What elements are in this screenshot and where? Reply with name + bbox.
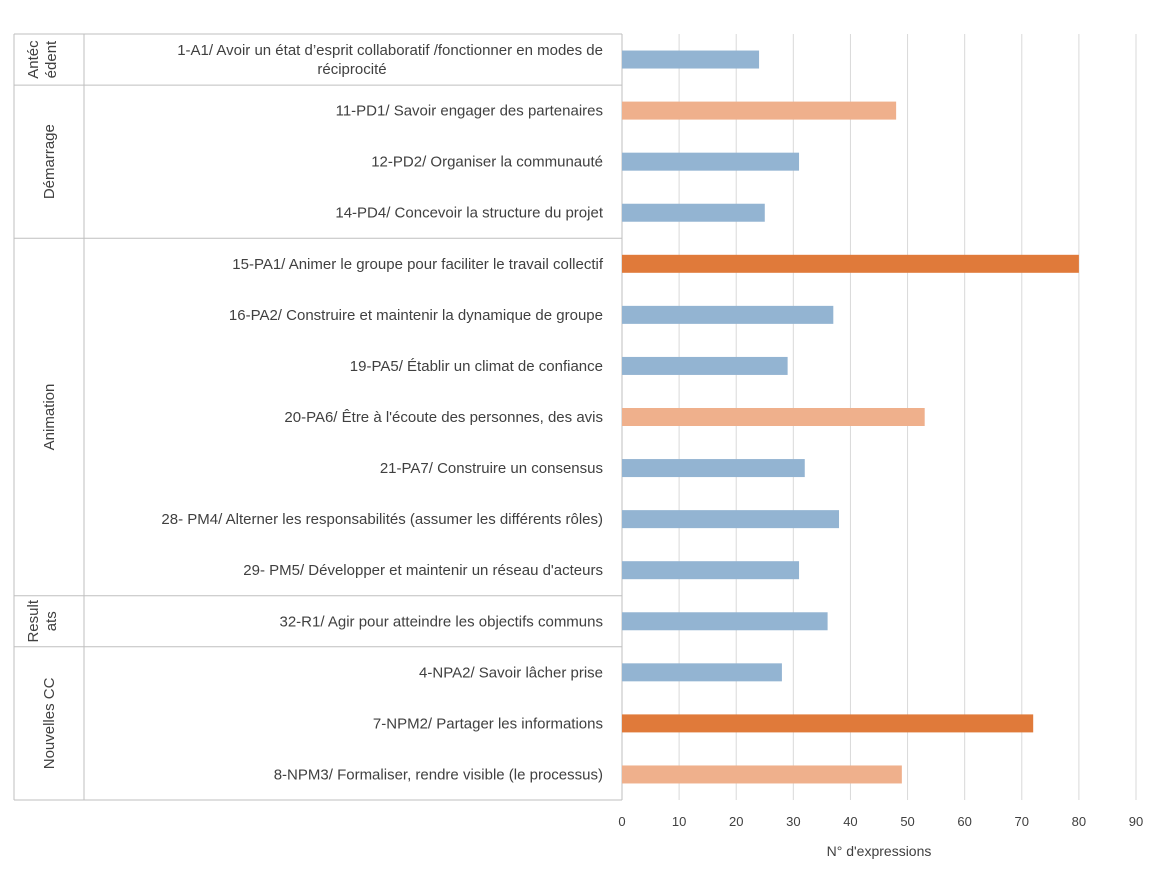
category-label: 8-NPM3/ Formaliser, rendre visible (le p… [274,766,603,783]
group-label: édent [43,40,60,78]
category-labels: 1-A1/ Avoir un état d’esprit collaborati… [161,42,603,783]
x-tick-label: 0 [618,814,625,829]
bar [622,561,800,580]
category-label: 32-R1/ Agir pour atteindre les objectifs… [280,613,604,630]
category-label: 28- PM4/ Alterner les responsabilités (a… [161,511,603,528]
x-tick-label: 60 [957,814,971,829]
category-label: 15-PA1/ Animer le groupe pour faciliter … [232,256,604,273]
bar [622,408,925,426]
bar [622,50,760,69]
category-label: 14-PD4/ Concevoir la structure du projet [335,205,603,222]
category-label: 12-PD2/ Organiser la communauté [371,154,603,171]
bar [622,612,828,631]
x-tick-label: 30 [786,814,800,829]
category-label: 21-PA7/ Construire un consensus [380,460,603,477]
bar [622,459,805,478]
group-label: Nouvelles CC [41,677,58,769]
bar [622,203,765,222]
x-tick-label: 70 [1015,814,1029,829]
bar [622,663,782,682]
bar [622,152,800,171]
bar [622,305,834,324]
bar [622,254,1079,273]
category-label: réciprocité [317,61,386,78]
bar [622,101,897,120]
bar [622,714,1034,733]
category-label: 11-PD1/ Savoir engager des partenaires [336,103,603,120]
x-tick-label: 40 [843,814,857,829]
x-tick-label: 20 [729,814,743,829]
category-label: 7-NPM2/ Partager les informations [373,715,603,732]
group-label: Animation [41,384,58,451]
x-tick-label: 80 [1072,814,1086,829]
x-tick-label: 50 [900,814,914,829]
x-tick-label: 10 [672,814,686,829]
x-tick-label: 90 [1129,814,1143,829]
bar [622,356,788,375]
category-label: 4-NPA2/ Savoir lâcher prise [419,664,603,681]
category-label: 19-PA5/ Établir un climat de confiance [350,358,603,375]
group-label: Result [25,599,42,642]
category-label: 20-PA6/ Être à l'écoute des personnes, d… [284,409,603,426]
x-axis-title: N° d'expressions [827,843,932,859]
category-label: 29- PM5/ Développer et maintenir un rése… [243,562,603,579]
group-label: Antéc [25,40,42,79]
bars [622,50,1079,784]
bar [622,510,840,529]
bar [622,765,902,784]
group-labels: Antéc édent Démarrage Animation Result ats Nou… [25,40,60,769]
category-label: 1-A1/ Avoir un état d’esprit collaborati… [177,42,603,59]
category-label: 16-PA2/ Construire et maintenir la dynam… [229,307,603,324]
group-label: ats [43,611,60,631]
group-label: Démarrage [41,124,58,199]
x-axis-ticks: 0 10 20 30 40 50 60 70 80 90 [618,814,1143,829]
